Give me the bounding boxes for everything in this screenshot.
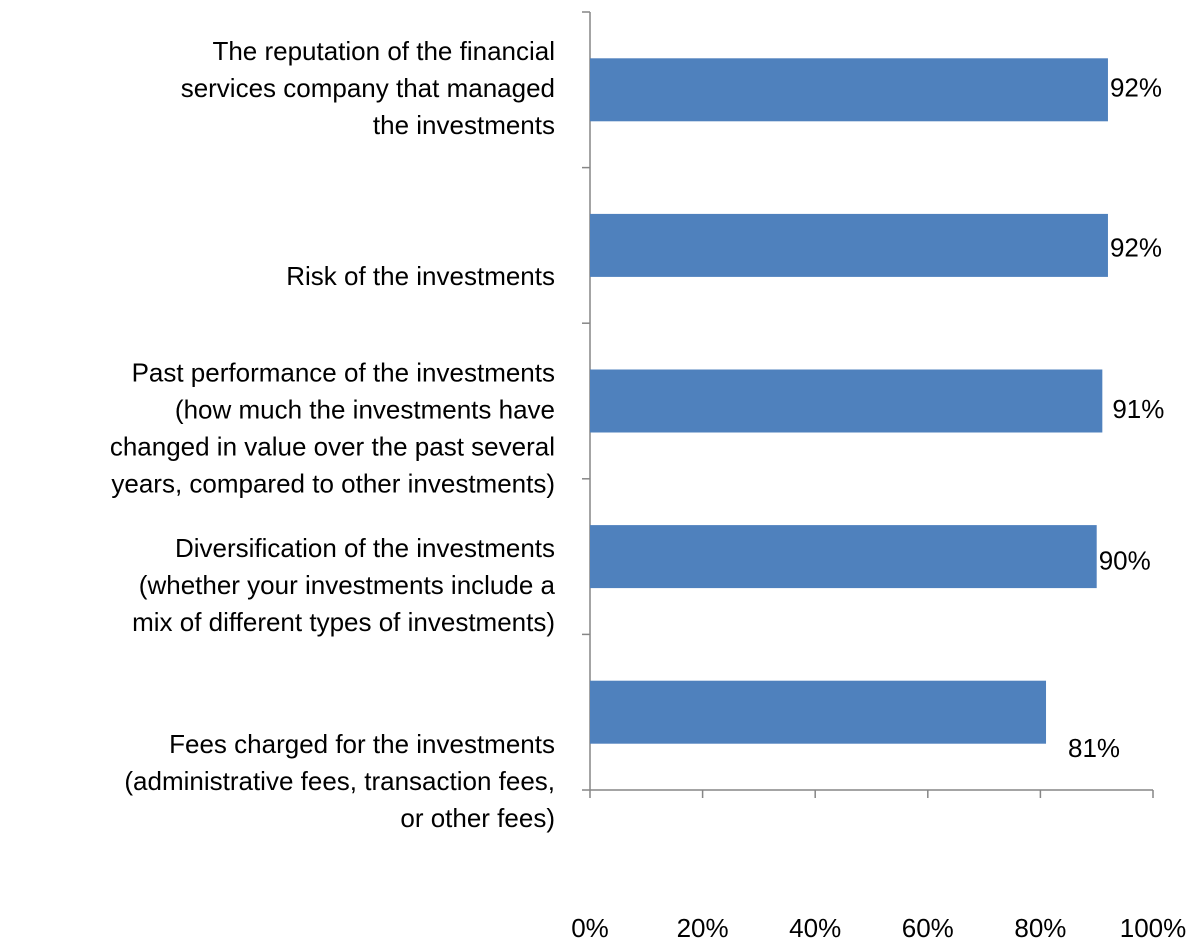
x-tick-label: 80% — [1014, 913, 1066, 943]
y-tick-label: or other fees) — [400, 803, 555, 833]
value-label: 92% — [1110, 73, 1162, 103]
x-tick-label: 40% — [789, 913, 841, 943]
y-tick-label: Diversification of the investments — [175, 533, 555, 563]
y-tick-label: (whether your investments include a — [139, 570, 556, 600]
y-tick-label: Past performance of the investments — [132, 357, 555, 387]
x-tick-label: 20% — [677, 913, 729, 943]
x-tick-label: 100% — [1120, 913, 1187, 943]
y-tick-label: Risk of the investments — [286, 261, 555, 291]
y-tick-label: the investments — [373, 110, 555, 140]
value-label: 92% — [1110, 232, 1162, 262]
y-tick-label: (administrative fees, transaction fees, — [124, 766, 555, 796]
x-tick-label: 0% — [571, 913, 609, 943]
x-tick-label: 60% — [902, 913, 954, 943]
bar — [590, 58, 1108, 122]
value-label: 90% — [1099, 545, 1151, 575]
y-tick-label: The reputation of the financial — [212, 36, 555, 66]
bar — [590, 369, 1103, 433]
y-tick-label: years, compared to other investments) — [111, 468, 555, 498]
value-label: 91% — [1112, 394, 1164, 424]
value-label: 81% — [1068, 733, 1120, 763]
bar — [590, 525, 1097, 589]
bar — [590, 213, 1108, 277]
y-tick-label: Fees charged for the investments — [169, 729, 555, 759]
bar — [590, 680, 1047, 744]
y-tick-label: services company that managed — [181, 73, 555, 103]
y-tick-label: (how much the investments have — [175, 394, 555, 424]
y-tick-label: mix of different types of investments) — [132, 607, 555, 637]
y-tick-label: changed in value over the past several — [110, 431, 555, 461]
